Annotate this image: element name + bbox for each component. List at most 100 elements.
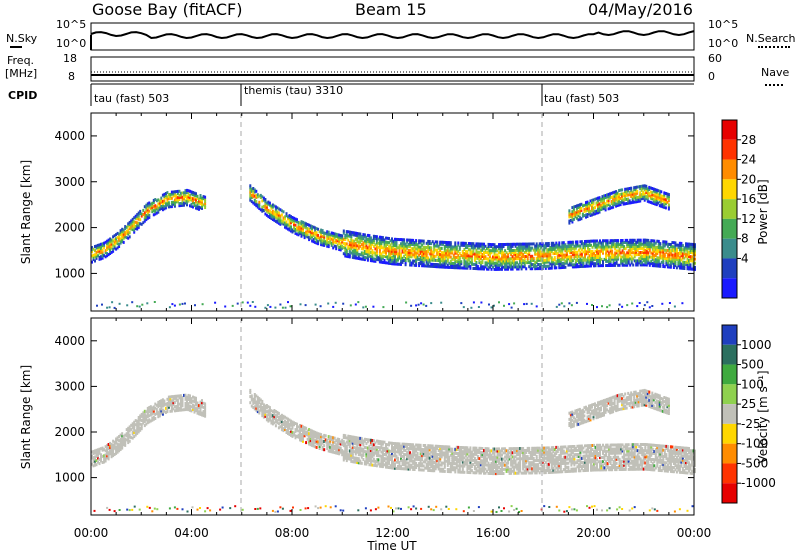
echo-cell [164, 406, 167, 410]
echo-cell [561, 243, 564, 247]
echo-cell [130, 423, 133, 427]
echo-cell [495, 265, 497, 269]
echo-cell [622, 198, 625, 202]
echo-cell [101, 242, 104, 246]
echo-cell [483, 251, 485, 254]
echo-cell [375, 447, 378, 451]
echo-cell [312, 225, 315, 229]
echo-cell [184, 397, 187, 401]
echo-cell [195, 400, 197, 404]
echo-cell [579, 254, 582, 258]
echo-cell [190, 405, 193, 409]
echo-cell [169, 192, 172, 196]
echo-cell [148, 215, 151, 219]
echo-cell [374, 462, 377, 465]
echo-cell [143, 217, 146, 221]
echo-cell [603, 247, 606, 251]
echo-cell [287, 419, 289, 423]
echo-cell [544, 246, 547, 250]
echo-cell [575, 208, 578, 212]
echo-cell [418, 241, 421, 245]
echo-cell [397, 256, 399, 260]
echo-cell [371, 445, 374, 449]
echo-cell [410, 261, 413, 265]
echo-cell [372, 447, 375, 451]
echo-cell [541, 252, 544, 256]
echo-cell [694, 261, 696, 265]
echo-cell [498, 257, 500, 261]
echo-cell [345, 446, 348, 450]
echo-cell [666, 265, 669, 269]
echo-cell [339, 236, 342, 240]
echo-cell [311, 433, 314, 437]
echo-cell [258, 405, 261, 409]
echo-cell [413, 453, 416, 457]
echo-cell [344, 450, 347, 454]
echo-cell [489, 259, 491, 263]
echo-cell [511, 267, 514, 271]
echo-cell [354, 254, 357, 258]
echo-cell [658, 200, 661, 204]
echo-cell [568, 242, 571, 246]
echo-cell [300, 220, 303, 224]
echo-cell [280, 413, 283, 417]
echo-cell [348, 232, 351, 236]
echo-cell [646, 199, 649, 203]
echo-cell [392, 252, 395, 256]
echo-cell [579, 256, 582, 260]
echo-cell [391, 448, 393, 451]
echo-cell [391, 245, 393, 249]
echo-cell [445, 249, 448, 253]
echo-cell [413, 243, 416, 247]
echo-cell [389, 247, 392, 251]
echo-cell [504, 243, 507, 246]
echo-cell [642, 253, 645, 256]
echo-cell [403, 457, 406, 461]
echo-cell [356, 440, 359, 444]
echo-cell [416, 455, 419, 459]
echo-cell [519, 250, 522, 254]
echo-cell [383, 244, 386, 248]
echo-cell [495, 255, 497, 259]
echo-cell [253, 407, 256, 411]
echo-cell [645, 259, 648, 263]
echo-cell [148, 408, 151, 412]
echo-cell [600, 243, 603, 247]
echo-cell [127, 222, 130, 226]
echo-cell [645, 253, 648, 257]
echo-cell [575, 206, 578, 210]
echo-cell [599, 253, 601, 257]
echo-cell [622, 192, 625, 196]
echo-cell [555, 251, 558, 255]
echo-cell [648, 245, 651, 249]
echo-cell [372, 439, 375, 443]
echo-cell [582, 264, 585, 268]
echo-cell [385, 261, 387, 265]
echo-cell [173, 194, 176, 198]
echo-cell [136, 215, 139, 219]
echo-cell [109, 241, 112, 245]
echo-cell [636, 247, 639, 250]
echo-cell [501, 255, 503, 259]
echo-cell [443, 259, 446, 263]
echo-cell [92, 253, 95, 257]
echo-cell [189, 398, 191, 402]
echo-cell [100, 251, 102, 255]
echo-cell [520, 250, 523, 254]
echo-cell [152, 407, 155, 411]
echo-cell [585, 260, 588, 264]
echo-cell [277, 207, 280, 211]
echo-cell [483, 267, 485, 271]
echo-cell [395, 446, 398, 450]
echo-cell [311, 239, 314, 243]
echo-cell [100, 453, 102, 457]
echo-cell [398, 252, 401, 256]
echo-cell [421, 251, 424, 255]
echo-cell [630, 238, 633, 242]
echo-cell [613, 198, 616, 202]
echo-cell [416, 249, 419, 253]
echo-cell [109, 441, 112, 445]
echo-cell [173, 192, 176, 196]
echo-cell [569, 219, 572, 222]
echo-cell [633, 245, 636, 248]
